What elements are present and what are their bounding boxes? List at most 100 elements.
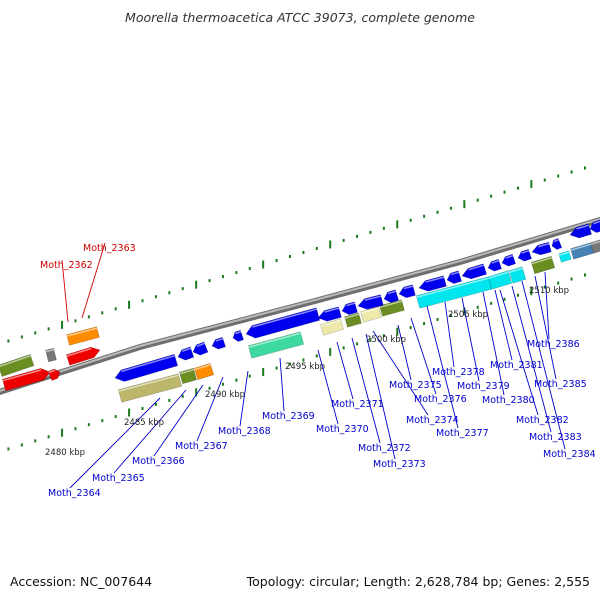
gene-shape <box>341 301 358 316</box>
scale-label: 2495 kbp <box>285 362 325 372</box>
gene-highlight <box>590 240 600 245</box>
gene-shape <box>192 341 209 356</box>
gene-feature <box>247 331 305 359</box>
gene-label: Moth_2370 <box>316 424 369 435</box>
gene-feature <box>379 299 405 317</box>
gene-highlight <box>403 285 414 290</box>
gene-label: Moth_2377 <box>436 428 489 439</box>
gene-highlight <box>0 355 31 368</box>
scale-labels: 2480 kbp 2485 kbp 2490 kbp 2495 kbp 2500 kbp… <box>45 286 569 458</box>
gene-highlight <box>468 264 485 271</box>
label-leader-line <box>461 297 480 382</box>
label-leader-line <box>544 271 550 340</box>
gene-shape <box>211 336 226 350</box>
tick-marks <box>7 166 586 451</box>
gene-label: Moth_2366 <box>132 456 185 467</box>
label-leader-line <box>196 376 224 442</box>
gene-label: Moth_2365 <box>92 473 145 484</box>
label-leader-line <box>365 333 396 460</box>
gene-feature <box>177 346 195 361</box>
gene-feature <box>383 289 399 303</box>
label-leader-line <box>69 397 161 489</box>
label-leader-line <box>499 289 539 416</box>
gene-highlight <box>360 307 380 314</box>
gene-label: Moth_2363 <box>83 243 136 254</box>
gene-highlight <box>48 369 55 374</box>
gene-feature <box>508 266 527 284</box>
gene-feature <box>531 241 552 256</box>
gene-highlight <box>324 307 340 313</box>
gene-label: Moth_2384 <box>543 449 596 460</box>
gene-label: Moth_2386 <box>527 339 580 350</box>
gene-highlight <box>194 363 211 371</box>
genome-axis <box>0 216 600 395</box>
gene-shape <box>415 276 493 309</box>
gene-label: Moth_2381 <box>490 360 543 371</box>
scale-label: 2485 kbp <box>124 418 164 428</box>
gene-highlight <box>179 368 194 375</box>
gene-shape <box>531 241 552 256</box>
scale-label: 2505 kbp <box>448 310 488 320</box>
gene-highlight <box>235 330 242 335</box>
gene-shape <box>517 248 532 262</box>
gene-highlight <box>248 332 301 348</box>
gene-highlight <box>118 374 179 392</box>
gene-shape <box>193 362 215 381</box>
gene-highlight <box>320 319 342 327</box>
gene-highlight <box>488 271 509 279</box>
gene-highlight <box>416 277 489 298</box>
gene-highlight <box>531 256 552 265</box>
gene-label: Moth_2383 <box>529 432 582 443</box>
gene-shape <box>461 263 487 280</box>
gene-feature <box>232 329 244 342</box>
gene-shape <box>569 223 592 239</box>
gene-shape <box>558 250 572 263</box>
gene-highlight <box>570 243 592 251</box>
gene-feature <box>192 341 209 356</box>
gene-shape <box>418 275 447 292</box>
label-leader-line <box>397 324 412 381</box>
gene-shape <box>383 289 399 303</box>
gene-highlight <box>66 347 92 357</box>
gene-feature <box>47 368 61 382</box>
gene-label: Moth_2371 <box>331 399 384 410</box>
gene-label: Moth_2373 <box>373 459 426 470</box>
label-leader-line <box>511 285 552 433</box>
gene-feature <box>45 347 57 363</box>
gene-shape <box>360 306 382 323</box>
gene-highlight <box>553 239 560 243</box>
gene-feature <box>320 318 344 336</box>
gene-highlight <box>45 348 55 353</box>
gene-feature <box>1 368 51 392</box>
label-leader-line <box>410 317 437 395</box>
label-leader-line <box>534 275 557 380</box>
gene-highlight <box>505 254 514 259</box>
gene-label: Moth_2372 <box>358 443 411 454</box>
gene-label: Moth_2369 <box>262 411 315 422</box>
gene-track <box>0 219 600 403</box>
scale-label: 2500 kbp <box>366 335 406 345</box>
gene-feature <box>360 306 382 323</box>
gene-highlight <box>215 337 224 342</box>
gene-shape <box>177 346 195 361</box>
gene-label: Moth_2362 <box>40 260 93 271</box>
label-leader-line <box>351 337 381 444</box>
gene-highlight <box>346 302 356 307</box>
gene-shape <box>487 258 502 272</box>
label-leader-line <box>482 291 505 396</box>
scale-label: 2490 kbp <box>205 390 245 400</box>
gene-feature <box>317 306 342 322</box>
gene-feature <box>341 301 358 316</box>
gene-shape <box>317 306 342 322</box>
gene-label: Moth_2364 <box>48 488 101 499</box>
gene-shape <box>247 331 305 359</box>
gene-feature <box>569 223 592 239</box>
gene-label: Moth_2367 <box>175 441 228 452</box>
label-leader-line <box>279 357 285 412</box>
gene-shape <box>530 255 556 275</box>
gene-label: Moth_2378 <box>432 367 485 378</box>
label-leader-line <box>317 349 339 425</box>
scale-label: 2510 kbp <box>529 286 569 296</box>
label-leader-line <box>372 330 429 416</box>
